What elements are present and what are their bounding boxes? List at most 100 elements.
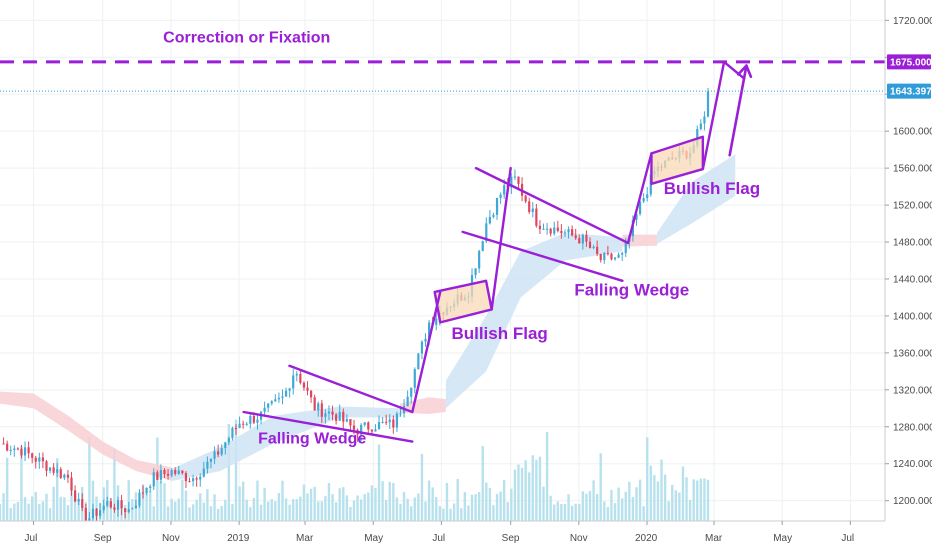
candle-body [159, 470, 163, 480]
volume-bar [563, 503, 567, 521]
time-tick-label: Jul [841, 533, 854, 544]
candle-body [16, 448, 19, 450]
volume-bar [631, 497, 635, 521]
volume-bar [638, 479, 642, 521]
time-tick-label: Mar [705, 533, 723, 544]
candle-body [245, 423, 248, 425]
candle-body [345, 419, 348, 422]
candle-body [109, 501, 112, 508]
candle-body [41, 457, 45, 462]
volume-bar [349, 506, 352, 521]
time-tick-label: 2020 [635, 533, 658, 544]
volume-bar [188, 507, 191, 521]
volume-bar [395, 497, 399, 521]
candle-body [163, 470, 166, 475]
price-tick-label: 1560.000 [893, 164, 932, 175]
candle-body [699, 123, 702, 129]
volume-bar [667, 501, 670, 521]
volume-bar [413, 497, 416, 521]
volume-bar [545, 432, 549, 521]
candle-body [213, 451, 216, 459]
candle-body [556, 227, 559, 231]
candle-body [145, 487, 148, 493]
volume-bar [30, 496, 34, 521]
candle-body [381, 421, 384, 423]
volume-bar [345, 495, 349, 521]
candle-body [252, 416, 255, 423]
candle-body [481, 241, 484, 251]
time-tick-label: May [773, 533, 792, 544]
volume-bar [681, 466, 685, 521]
candle-body [113, 507, 116, 510]
candle-body [234, 428, 238, 430]
volume-bar [70, 483, 73, 521]
volume-bar [166, 506, 170, 521]
volume-bar [606, 507, 610, 521]
candle-body [395, 413, 399, 428]
price-tick-label: 1440.000 [893, 274, 932, 285]
annotation-label: Bullish Flag [664, 179, 760, 198]
volume-bar [381, 481, 384, 521]
candle-body [320, 403, 323, 417]
volume-bar [574, 503, 577, 521]
candle-body [295, 373, 298, 376]
volume-bar [370, 485, 374, 521]
price-label-text: 1643.397 [890, 87, 932, 98]
time-tick-label: 2019 [227, 533, 250, 544]
volume-bar [191, 504, 195, 521]
candle-body [63, 474, 66, 478]
price-axis[interactable]: 1200.000 1240.000 1280.000 1320.000 1360.000… [884, 0, 932, 550]
volume-bar [435, 497, 438, 521]
volume-bar [91, 480, 95, 521]
volume-bar [277, 493, 281, 521]
candle-body [360, 424, 363, 435]
candle-body [317, 403, 320, 411]
cloud-band [657, 154, 736, 244]
candle-body [696, 128, 699, 146]
candle-body [703, 116, 706, 124]
volume-bar [399, 503, 402, 521]
volume-bar [127, 480, 130, 521]
price-tick-label: 1200.000 [893, 496, 932, 507]
volume-bar [688, 499, 692, 521]
price-label-badge [887, 83, 931, 99]
volume-bar [352, 500, 356, 521]
candle-body [324, 413, 327, 417]
candle-body [9, 449, 12, 451]
candle-body [352, 425, 356, 430]
volume-bar [420, 453, 424, 521]
volume-bar [177, 498, 180, 521]
volume-bar [9, 507, 12, 521]
volume-bar [560, 504, 563, 521]
volume-bar [163, 483, 166, 521]
candle-body [338, 411, 341, 421]
volume-bar [528, 472, 531, 521]
cloud-band [0, 391, 171, 481]
volume-bar [410, 506, 413, 521]
volume-bar [706, 479, 710, 521]
volume-bar [384, 499, 388, 521]
volume-bar [620, 498, 624, 521]
volume-bar [159, 481, 163, 521]
volume-bar [481, 446, 484, 521]
candle-body [13, 448, 16, 450]
time-tick-label: Jul [25, 533, 38, 544]
time-tick-label: Jul [432, 533, 445, 544]
candles [2, 87, 710, 528]
volume-bar [259, 504, 263, 521]
annotation-label: Correction or Fixation [163, 29, 330, 46]
candle-body [538, 225, 542, 230]
volume-bar [13, 503, 16, 521]
candle-body [309, 390, 313, 398]
volume-bar [617, 487, 620, 521]
volume-bar [34, 491, 37, 521]
volume-bar [613, 503, 617, 521]
time-axis[interactable]: Jul Sep Nov 2019 Mar May Jul Sep Nov 2020 Mar May Ju… [0, 520, 932, 550]
volume-bar [309, 488, 313, 521]
candle-body [585, 234, 588, 242]
volume-bar [334, 502, 338, 521]
cloud-band [170, 406, 401, 482]
volume-bar [249, 507, 252, 521]
candle-body [2, 443, 5, 445]
